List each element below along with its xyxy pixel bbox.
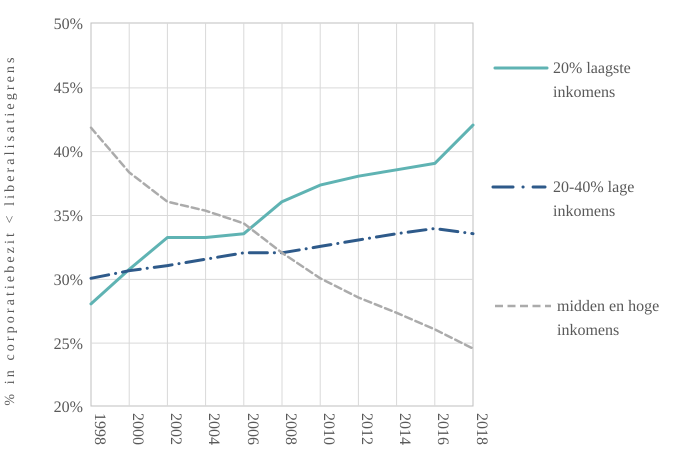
svg-text:45%: 45% xyxy=(54,80,83,97)
svg-text:20%: 20% xyxy=(54,399,83,416)
svg-text:2018: 2018 xyxy=(473,413,490,445)
svg-text:inkomens: inkomens xyxy=(553,84,615,101)
svg-text:30%: 30% xyxy=(54,272,83,289)
svg-text:2008: 2008 xyxy=(282,413,299,445)
svg-text:inkomens: inkomens xyxy=(553,203,615,220)
svg-text:2002: 2002 xyxy=(167,413,184,445)
svg-text:20-40% lage: 20-40% lage xyxy=(553,179,634,196)
svg-text:2006: 2006 xyxy=(244,413,261,445)
svg-text:35%: 35% xyxy=(54,208,83,225)
svg-text:2010: 2010 xyxy=(320,413,337,445)
svg-text:2016: 2016 xyxy=(434,413,451,445)
svg-text:midden en hoge: midden en hoge xyxy=(557,298,659,315)
svg-text:% in corporatiebezit < liberal: % in corporatiebezit < liberalisatiegren… xyxy=(3,54,18,405)
svg-text:1998: 1998 xyxy=(91,413,108,445)
svg-text:50%: 50% xyxy=(54,16,83,33)
svg-text:25%: 25% xyxy=(54,336,83,353)
svg-text:2004: 2004 xyxy=(205,413,222,445)
svg-text:inkomens: inkomens xyxy=(557,322,619,339)
svg-text:20% laagste: 20% laagste xyxy=(553,60,631,77)
svg-text:2014: 2014 xyxy=(396,413,413,445)
svg-text:2012: 2012 xyxy=(358,413,375,445)
svg-text:2000: 2000 xyxy=(129,413,146,445)
svg-text:40%: 40% xyxy=(54,144,83,161)
